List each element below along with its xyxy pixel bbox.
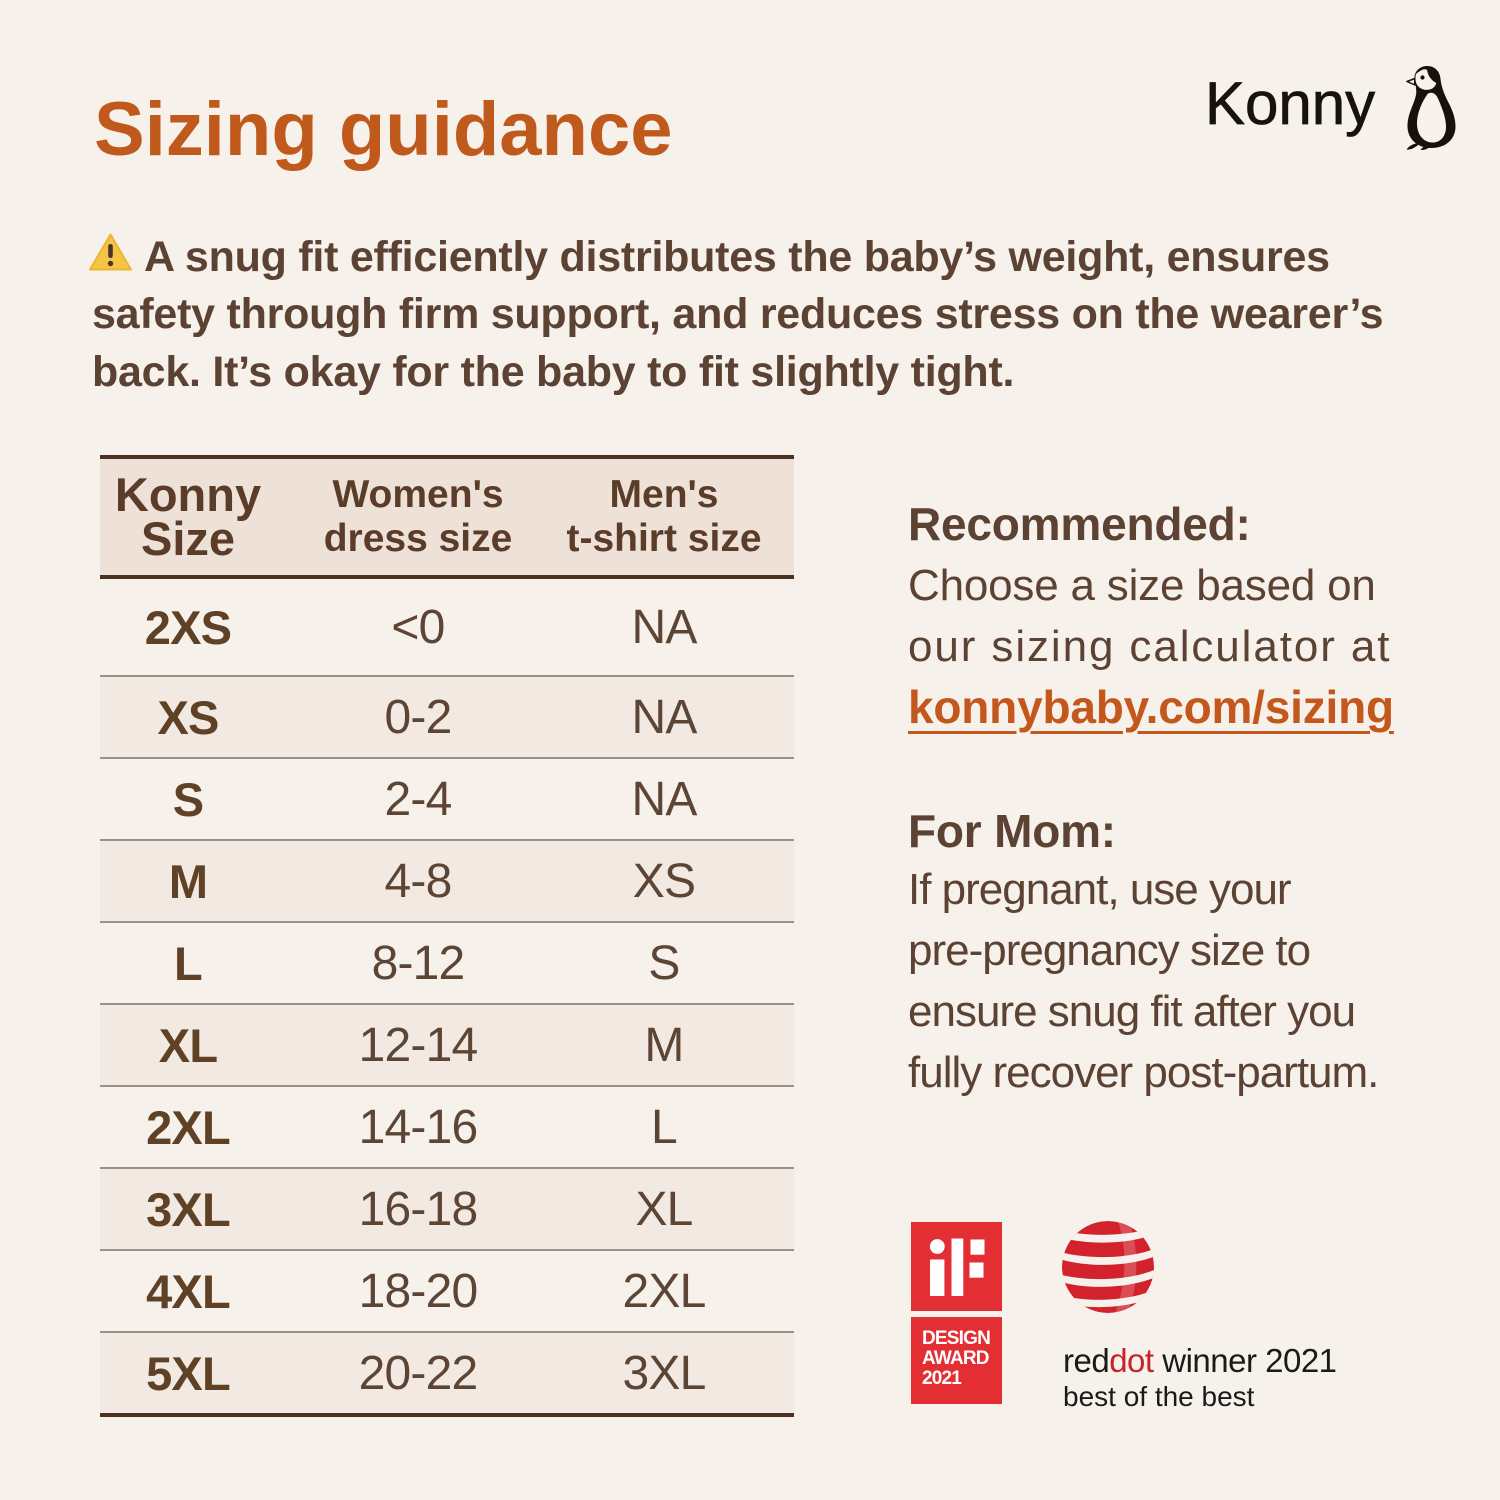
- size-table: Konny Size Women's dress size Men's t-shirt…: [100, 455, 794, 1417]
- notice-line: safety through firm support, and reduces…: [92, 290, 1384, 339]
- table-row: 2XL 14-16 L: [100, 1087, 794, 1169]
- for-mom-note: For Mom: If pregnant, use your pre-pregn…: [908, 803, 1379, 1103]
- for-mom-line: ensure snug fit after you: [908, 987, 1356, 1036]
- recommended-line: our sizing calculator at: [908, 622, 1392, 671]
- notice-line: back. It’s okay for the baby to fit slig…: [92, 347, 1015, 396]
- if-logo-glyph: [911, 1222, 1002, 1311]
- table-row: M 4-8 XS: [100, 841, 794, 923]
- recommended-note: Recommended: Choose a size based on our …: [908, 494, 1394, 739]
- if-design-award-logo: DESIGN AWARD 2021: [911, 1222, 1002, 1404]
- size-table-header: Konny Size Women's dress size Men's t-shirt…: [100, 459, 794, 579]
- reddot-title: reddot winner 2021: [1063, 1342, 1337, 1379]
- warning-icon: [89, 233, 132, 271]
- table-row: 4XL 18-20 2XL: [100, 1251, 794, 1333]
- if-award-text: DESIGN AWARD 2021: [911, 1317, 1002, 1404]
- col-header-womens-dress-size: Women's dress size: [323, 473, 513, 560]
- for-mom-line: fully recover post-partum.: [908, 1048, 1379, 1097]
- table-row: XS 0-2 NA: [100, 677, 794, 759]
- table-row: S 2-4 NA: [100, 759, 794, 841]
- table-row: L 8-12 S: [100, 923, 794, 1005]
- page-title: Sizing guidance: [94, 87, 673, 172]
- brand-logo: Konny: [1205, 63, 1475, 158]
- reddot-sphere-icon: [1062, 1221, 1154, 1313]
- table-row: XL 12-14 M: [100, 1005, 794, 1087]
- notice-line: A snug fit efficiently distributes the b…: [144, 233, 1330, 281]
- penguin-icon: [1406, 66, 1456, 150]
- reddot-subtitle: best of the best: [1063, 1381, 1255, 1412]
- table-row: 3XL 16-18 XL: [100, 1169, 794, 1251]
- for-mom-line: pre-pregnancy size to: [908, 926, 1311, 975]
- brand-wordmark: Konny: [1205, 70, 1376, 137]
- table-row: 2XS <0 NA: [100, 579, 794, 677]
- notice: A snug fit efficiently distributes the b…: [89, 229, 1384, 401]
- sizing-link[interactable]: konnybaby.com/sizing: [908, 681, 1394, 733]
- recommended-heading: Recommended:: [908, 498, 1251, 550]
- recommended-line: Choose a size based on: [908, 561, 1376, 610]
- col-header-konny-size: Konny Size: [114, 468, 262, 565]
- table-row: 5XL 20-22 3XL: [100, 1333, 794, 1413]
- for-mom-line: If pregnant, use your: [908, 865, 1292, 914]
- for-mom-heading: For Mom:: [908, 805, 1116, 857]
- col-header-mens-tshirt-size: Men's t-shirt size: [566, 473, 762, 560]
